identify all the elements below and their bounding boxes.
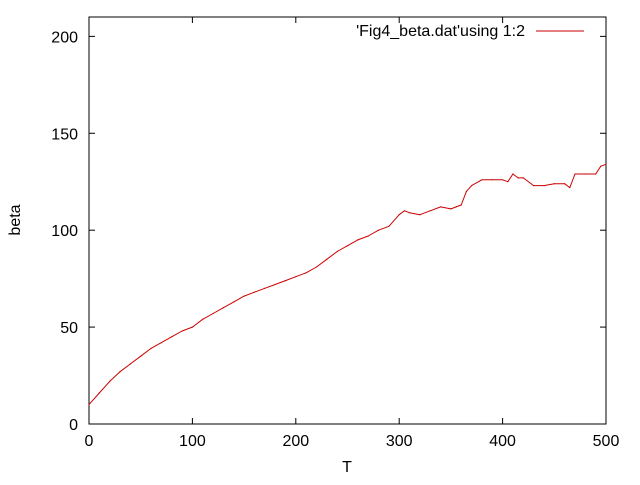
y-tick-label: 100 bbox=[51, 223, 78, 240]
data-point bbox=[191, 326, 193, 328]
data-point bbox=[595, 173, 597, 175]
data-point bbox=[212, 312, 214, 315]
data-point bbox=[429, 210, 431, 212]
data-point bbox=[398, 214, 400, 216]
data-point bbox=[315, 266, 318, 268]
data-point bbox=[377, 229, 380, 231]
data-point bbox=[274, 283, 276, 286]
data-point bbox=[388, 225, 390, 227]
data-point bbox=[243, 295, 245, 297]
data-point bbox=[460, 204, 462, 206]
data-point bbox=[564, 183, 566, 185]
data-point bbox=[150, 347, 152, 349]
data-point bbox=[367, 235, 369, 237]
series-layer bbox=[88, 163, 607, 406]
data-point bbox=[346, 245, 349, 247]
y-tick-label: 150 bbox=[51, 126, 78, 143]
data-point bbox=[336, 250, 338, 253]
data-point bbox=[502, 179, 504, 181]
legend: 'Fig4_beta.dat'using 1:2 bbox=[356, 23, 584, 40]
data-point bbox=[88, 404, 90, 406]
data-point bbox=[419, 214, 421, 216]
data-point bbox=[171, 336, 173, 338]
data-point bbox=[284, 280, 287, 282]
data-point bbox=[517, 177, 519, 179]
x-axis-ticks: 0 100 200 300 400 500 bbox=[85, 17, 620, 450]
data-point bbox=[264, 287, 266, 289]
data-point bbox=[305, 272, 307, 274]
y-tick-label: 50 bbox=[60, 320, 78, 337]
data-point bbox=[119, 371, 121, 373]
data-point bbox=[408, 212, 411, 214]
data-point bbox=[160, 342, 162, 344]
data-point bbox=[481, 179, 483, 181]
data-point bbox=[357, 239, 359, 241]
data-point bbox=[465, 190, 467, 192]
x-tick-label: 0 bbox=[85, 433, 94, 450]
data-point bbox=[491, 179, 493, 181]
data-point bbox=[584, 173, 586, 175]
data-point bbox=[181, 330, 183, 332]
data-point bbox=[600, 165, 602, 167]
data-point bbox=[140, 355, 142, 357]
data-point bbox=[450, 208, 452, 210]
y-axis-ticks: 0 50 100 150 200 bbox=[51, 29, 606, 434]
y-tick-label: 200 bbox=[51, 29, 78, 46]
data-point bbox=[98, 392, 100, 394]
series-line bbox=[88, 163, 607, 405]
data-point bbox=[605, 163, 607, 165]
data-point bbox=[533, 185, 535, 187]
data-point bbox=[543, 185, 545, 187]
y-tick-label: 0 bbox=[69, 417, 78, 434]
x-tick-label: 500 bbox=[593, 433, 620, 450]
data-point bbox=[253, 291, 255, 293]
data-point bbox=[569, 187, 571, 189]
data-point bbox=[455, 206, 457, 208]
data-point bbox=[512, 173, 514, 175]
x-tick-label: 200 bbox=[282, 433, 309, 450]
plot-frame bbox=[88, 16, 607, 425]
data-point bbox=[522, 177, 524, 179]
x-tick-label: 400 bbox=[489, 433, 516, 450]
data-point bbox=[403, 210, 405, 212]
y-axis-label: beta bbox=[7, 204, 24, 235]
data-point bbox=[109, 380, 111, 382]
legend-label: 'Fig4_beta.dat'using 1:2 bbox=[356, 23, 525, 40]
x-tick-label: 100 bbox=[179, 433, 206, 450]
data-point bbox=[507, 181, 509, 183]
data-point bbox=[440, 206, 442, 208]
x-axis-label: T bbox=[342, 459, 352, 476]
data-point bbox=[202, 318, 204, 320]
data-point bbox=[471, 185, 473, 187]
x-tick-label: 300 bbox=[386, 433, 413, 450]
data-point bbox=[233, 301, 235, 303]
data-point bbox=[553, 183, 555, 185]
data-point bbox=[295, 276, 297, 278]
data-point bbox=[222, 307, 224, 309]
data-point bbox=[326, 258, 328, 260]
data-point bbox=[574, 173, 576, 175]
data-point bbox=[129, 363, 131, 365]
